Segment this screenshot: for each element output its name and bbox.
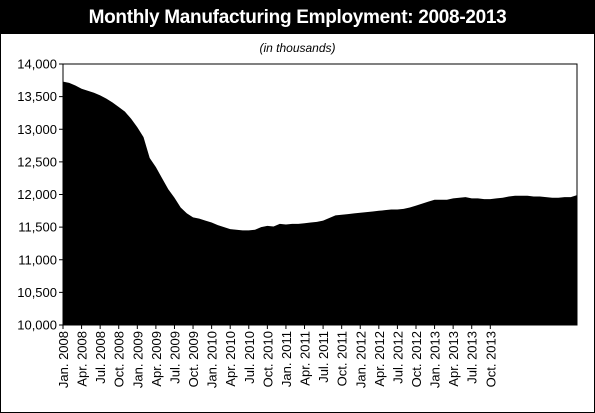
- x-tick-label: Jul. 2013: [465, 331, 480, 384]
- x-tick-label: Oct. 2012: [409, 331, 424, 387]
- x-tick-label: Apr. 2009: [149, 331, 164, 387]
- x-tick-label: Apr. 2011: [298, 331, 313, 386]
- y-tick-label: 10,000: [17, 318, 57, 333]
- x-tick-label: Jan. 2013: [428, 331, 443, 388]
- chart-subtitle: (in thousands): [259, 41, 336, 55]
- x-tick-label: Apr. 2013: [446, 331, 461, 387]
- x-tick-label: Jul. 2008: [93, 331, 108, 384]
- x-tick-label: Jul. 2012: [390, 331, 405, 384]
- x-tick-label: Jan. 2008: [56, 331, 71, 388]
- x-tick-label: Oct. 2009: [186, 331, 201, 387]
- y-tick-label: 12,500: [17, 154, 57, 169]
- x-tick-label: Apr. 2012: [372, 331, 387, 387]
- y-tick-label: 10,500: [17, 285, 57, 300]
- y-tick-label: 13,500: [17, 89, 57, 104]
- x-tick-label: Jan. 2012: [353, 331, 368, 388]
- y-tick-label: 11,500: [18, 220, 57, 235]
- y-tick-label: 11,000: [18, 252, 57, 267]
- x-tick-label: Jul. 2011: [316, 331, 331, 383]
- x-tick-label: Jan. 2011: [279, 331, 294, 387]
- series-area: [63, 81, 577, 326]
- y-tick-label: 14,000: [17, 57, 57, 72]
- x-tick-label: Jan. 2009: [130, 331, 145, 388]
- x-tick-label: Jan. 2010: [205, 331, 220, 388]
- chart-title: Monthly Manufacturing Employment: 2008-2…: [1, 1, 594, 34]
- x-tick-label: Oct. 2010: [260, 331, 275, 387]
- y-tick-label: 13,000: [17, 122, 57, 137]
- x-tick-label: Jul. 2009: [167, 331, 182, 384]
- x-tick-label: Jul. 2010: [242, 331, 257, 384]
- x-tick-label: Apr. 2008: [75, 331, 90, 387]
- y-tick-label: 12,000: [17, 187, 57, 202]
- x-tick-label: Oct. 2008: [112, 331, 127, 387]
- x-tick-label: Oct. 2013: [483, 331, 498, 387]
- x-tick-label: Oct. 2011: [335, 331, 350, 386]
- x-tick-label: Apr. 2010: [223, 331, 238, 387]
